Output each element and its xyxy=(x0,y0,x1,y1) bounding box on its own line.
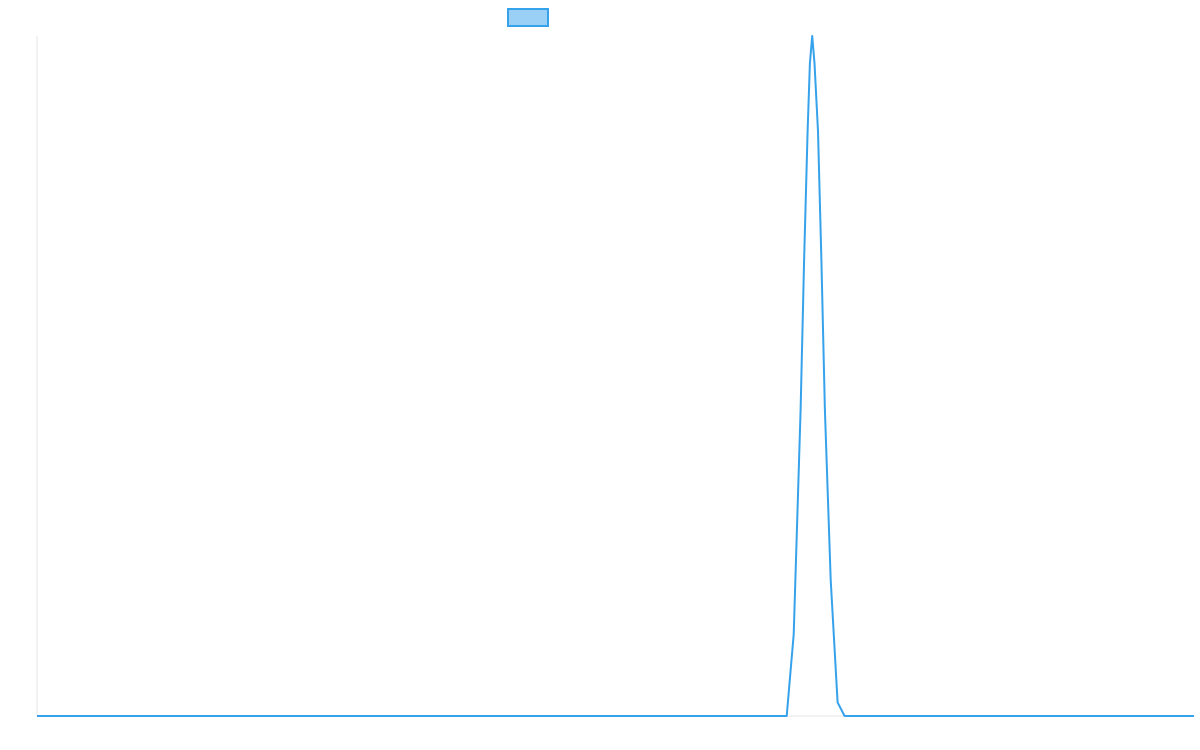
legend-swatch[interactable] xyxy=(507,8,549,27)
series-layer xyxy=(37,35,1194,717)
axes xyxy=(36,36,1194,717)
series-line-0[interactable] xyxy=(37,35,1194,717)
legend[interactable] xyxy=(507,8,549,27)
